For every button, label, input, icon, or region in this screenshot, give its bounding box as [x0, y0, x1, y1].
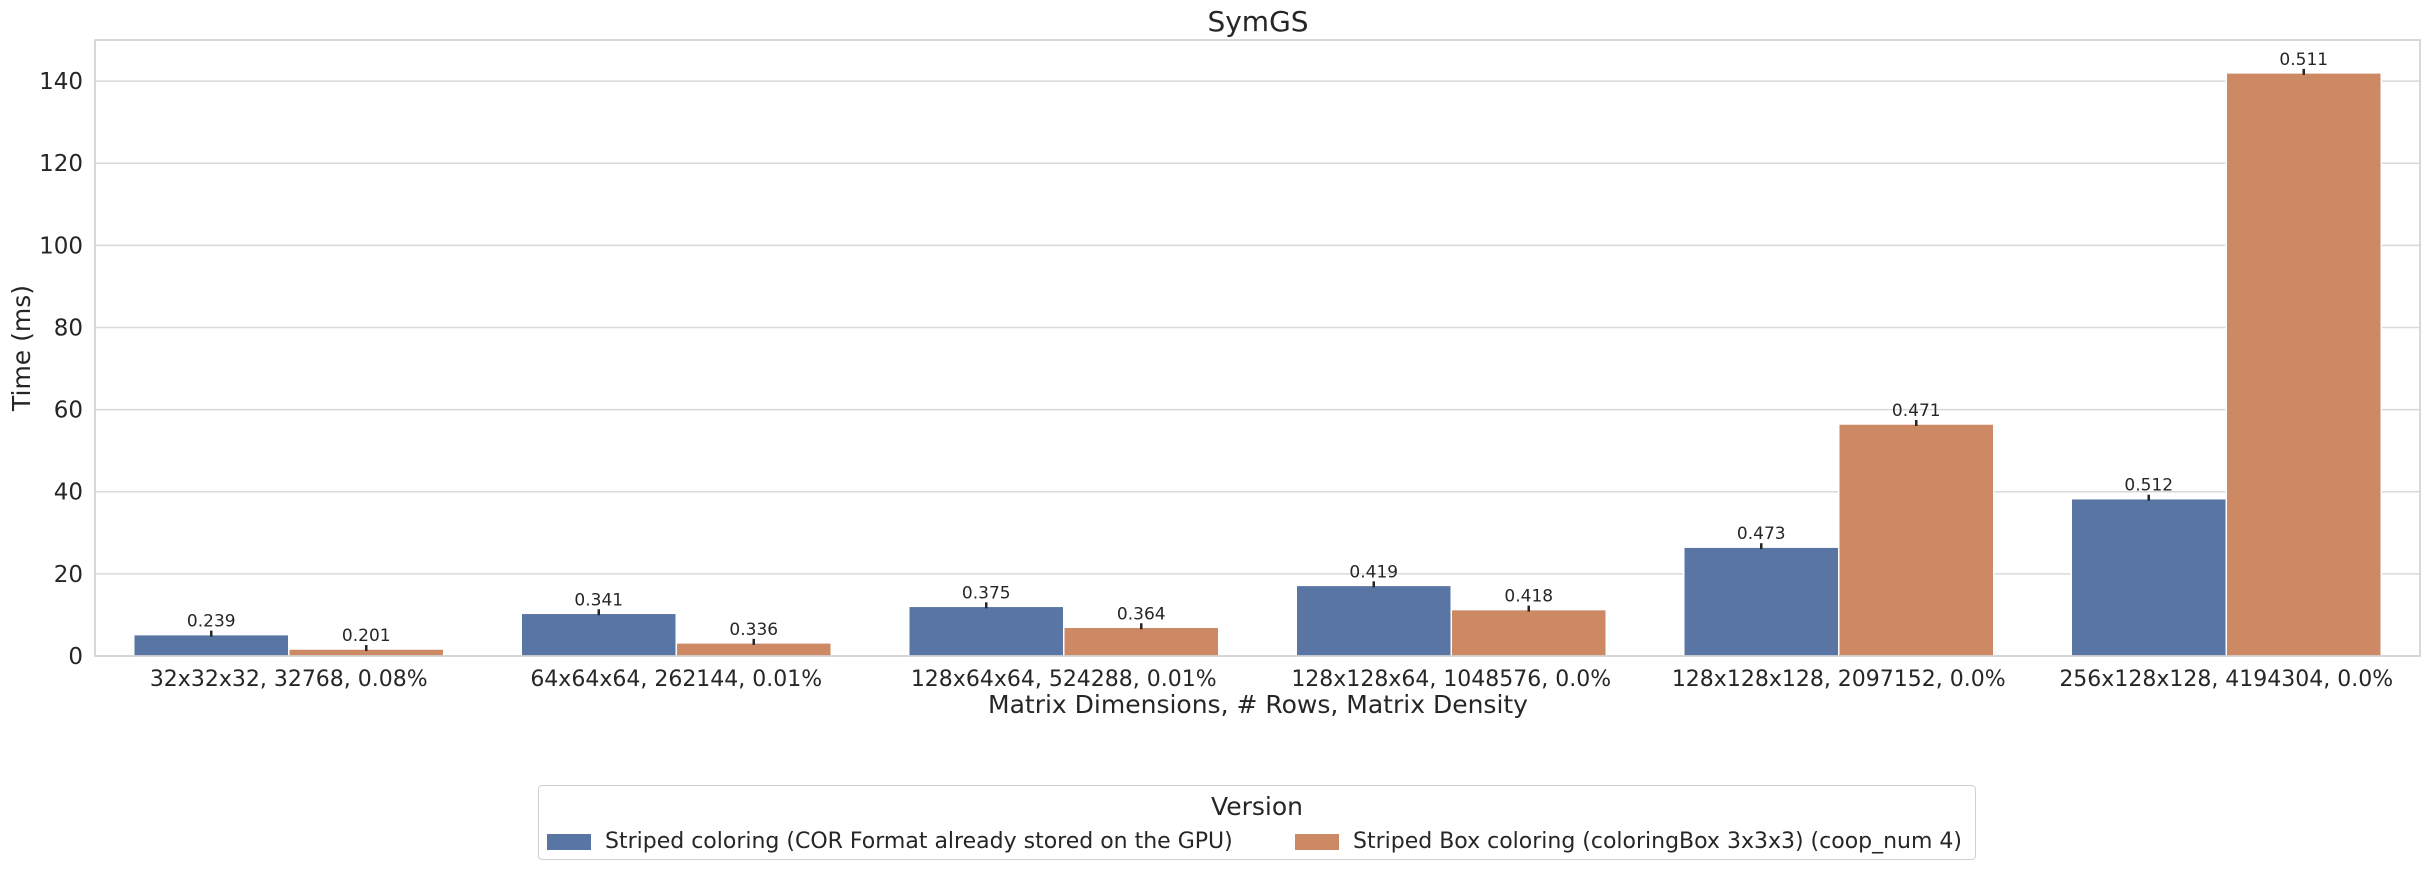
bar	[1063, 626, 1220, 657]
bar-value-label: 0.419	[1349, 562, 1398, 582]
bar-value-label: 0.239	[187, 612, 236, 632]
chart-title: SymGS	[1207, 5, 1308, 38]
bar	[520, 612, 677, 657]
bar-value-label: 0.473	[1737, 524, 1786, 544]
legend-label: Striped coloring (COR Format already sto…	[605, 829, 1233, 854]
legend-title: Version	[1211, 792, 1303, 821]
x-tick-label: 64x64x64, 262144, 0.01%	[530, 667, 822, 692]
y-tick-label: 40	[54, 480, 83, 506]
x-axis-label: Matrix Dimensions, # Rows, Matrix Densit…	[988, 690, 1528, 719]
legend-swatch-blue	[547, 833, 591, 850]
bar-value-label: 0.418	[1504, 587, 1553, 607]
y-tick-label: 20	[54, 562, 83, 588]
bar-value-label: 0.511	[2279, 50, 2328, 70]
y-tick-label: 0	[68, 644, 83, 670]
y-axis-label: Time (ms)	[7, 285, 36, 412]
bar	[1683, 546, 1840, 657]
bar	[2070, 497, 2227, 657]
bar-value-label: 0.375	[962, 583, 1011, 603]
chart: 0.239 0.201 0.341 0.336 0.375 0.364 0.419 0.418…	[7, 5, 2421, 719]
x-tick-label: 128x128x128, 2097152, 0.0%	[1672, 667, 2006, 692]
bar-value-label: 0.471	[1892, 401, 1941, 421]
y-tick-label: 100	[39, 233, 83, 259]
bar	[1838, 423, 1995, 657]
y-tick-labels: 0 20 40 60 80 100 120 140	[39, 69, 83, 670]
bar	[133, 633, 290, 657]
bar	[1295, 584, 1452, 657]
bar	[2225, 72, 2382, 657]
legend-swatch-orange	[1295, 833, 1339, 850]
bar-value-label: 0.201	[342, 626, 391, 646]
y-tick-label: 120	[39, 151, 83, 177]
legend-label: Striped Box coloring (coloringBox 3x3x3)…	[1353, 829, 1963, 854]
x-tick-label: 128x128x64, 1048576, 0.0%	[1291, 667, 1611, 692]
bar-value-labels: 0.239 0.201 0.341 0.336 0.375 0.364 0.419 0.418…	[187, 50, 2328, 646]
bar-value-label: 0.512	[2124, 476, 2173, 496]
bar	[908, 605, 1065, 657]
x-tick-label: 256x128x128, 4194304, 0.0%	[2059, 667, 2393, 692]
x-tick-label: 128x64x64, 524288, 0.01%	[911, 667, 1217, 692]
gridlines	[95, 80, 2420, 657]
x-tick-label: 32x32x32, 32768, 0.08%	[150, 667, 428, 692]
legend: Version Striped coloring (COR Format alr…	[538, 785, 1976, 860]
y-tick-label: 140	[39, 69, 83, 95]
y-tick-label: 80	[54, 315, 83, 341]
bar-value-label: 0.336	[729, 620, 778, 640]
bar-value-label: 0.364	[1117, 604, 1166, 624]
legend-item-striped-coloring: Striped coloring (COR Format already sto…	[547, 829, 1233, 854]
x-tick-labels: 32x32x32, 32768, 0.08% 64x64x64, 262144, …	[150, 667, 2393, 692]
bar	[1450, 608, 1607, 657]
y-tick-label: 60	[54, 398, 83, 424]
plot-frame	[94, 39, 2421, 657]
legend-item-striped-box-coloring: Striped Box coloring (coloringBox 3x3x3)…	[1295, 829, 1962, 854]
bar-value-label: 0.341	[574, 590, 623, 610]
bars	[133, 72, 2382, 657]
error-bars	[210, 68, 2305, 652]
